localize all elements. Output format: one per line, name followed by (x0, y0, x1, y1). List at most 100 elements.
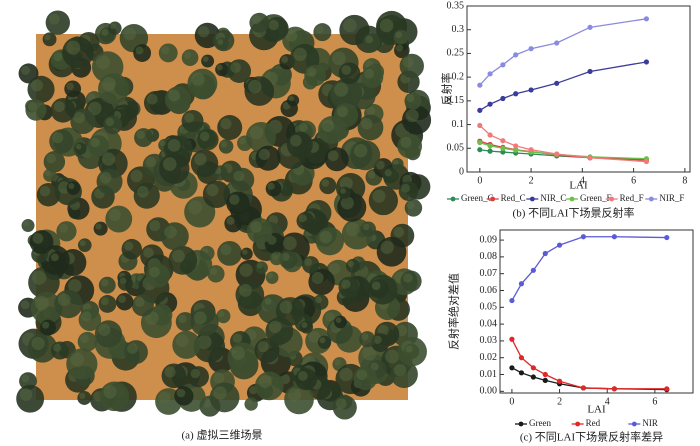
x-tick-label: 2 (529, 175, 534, 186)
tree-highlight (130, 169, 143, 183)
data-point (530, 365, 536, 371)
tree-highlight (395, 44, 404, 52)
tree-highlight (20, 300, 30, 310)
tree-highlight (335, 317, 342, 323)
tree-highlight (298, 214, 307, 223)
tree-highlight (406, 201, 415, 210)
tree-highlight (171, 249, 185, 263)
tree-highlight (285, 29, 298, 42)
data-point (518, 355, 525, 361)
tree-highlight (101, 28, 109, 36)
tree-highlight (249, 125, 264, 140)
tree-highlight (168, 89, 180, 102)
data-point (554, 40, 560, 46)
tree-highlight (233, 170, 245, 182)
tree-highlight (118, 295, 126, 304)
data-point (500, 145, 506, 151)
tree-highlight (372, 189, 386, 203)
y-tick-label: 0.05 (447, 143, 465, 154)
tree-highlight (406, 94, 415, 103)
tree-highlight (324, 312, 335, 322)
tree-highlight (79, 392, 86, 400)
tree-highlight (167, 138, 181, 152)
y-tick-label: 0.09 (480, 234, 498, 245)
data-point (542, 250, 548, 257)
tree-highlight (101, 77, 116, 92)
legend-label: Green_F (580, 193, 612, 203)
tree-highlight (339, 176, 353, 190)
tree-highlight (400, 136, 412, 148)
tree-highlight (73, 112, 85, 124)
y-tick-label: 0.35 (447, 0, 465, 11)
tree-highlight (308, 331, 321, 343)
tree-highlight (360, 117, 373, 130)
tree-highlight (100, 297, 109, 306)
x-axis-label: LAI (587, 404, 606, 416)
data-point (587, 68, 593, 75)
y-axis-label: 反射率 (440, 73, 454, 106)
tree-highlight (385, 349, 400, 364)
tree-highlight (238, 137, 246, 145)
data-point (509, 365, 515, 371)
tree-highlight (136, 130, 145, 140)
tree-highlight (213, 372, 225, 384)
tree-highlight (340, 196, 354, 210)
legend-marker (575, 421, 581, 427)
tree-highlight (44, 34, 51, 41)
x-tick-label: 4 (605, 396, 610, 407)
tree-highlight (162, 157, 177, 171)
tree-highlight (362, 223, 370, 231)
tree-highlight (405, 109, 419, 123)
tree-highlight (393, 226, 405, 238)
tree-highlight (334, 358, 341, 366)
data-point (509, 336, 515, 342)
tree-highlight (220, 140, 228, 148)
tree-highlight (32, 233, 44, 244)
tree-highlight (100, 278, 109, 287)
data-point (513, 52, 519, 58)
tree-highlight (297, 370, 308, 381)
tree-highlight (379, 18, 394, 33)
data-point (611, 234, 617, 240)
tree-highlight (105, 117, 115, 127)
tree-highlight (23, 220, 30, 227)
legend-label: Red_F (620, 193, 644, 203)
tree-highlight (98, 323, 111, 336)
tree-highlight (230, 62, 241, 73)
tree-highlight (28, 102, 38, 112)
y-tick-label: 0.00 (480, 386, 498, 397)
data-point (587, 24, 593, 30)
legend-marker (648, 196, 654, 202)
tree-highlight (366, 106, 376, 116)
tree-highlight (108, 208, 121, 222)
tree-highlight (68, 279, 82, 293)
y-tick-label: 0.04 (480, 318, 498, 329)
series-line (479, 61, 647, 111)
tree-highlight (178, 314, 187, 324)
legend-marker (450, 196, 456, 202)
legend-label: Green_C (461, 193, 494, 203)
tree-highlight (34, 296, 50, 311)
tree-highlight (149, 266, 160, 278)
data-point (580, 234, 586, 240)
legend-label: Red_C (501, 193, 526, 203)
tree-highlight (365, 35, 374, 44)
tree-highlight (364, 68, 375, 79)
series-line (479, 18, 647, 86)
data-point (513, 143, 519, 149)
data-point (554, 151, 560, 157)
data-point (643, 158, 650, 165)
tree-highlight (339, 367, 353, 382)
y-axis-label: 反射率绝对差值 (447, 273, 461, 350)
tree-highlight (290, 134, 302, 147)
tree-highlight (367, 171, 376, 179)
tree-highlight (19, 388, 33, 401)
legend-marker (490, 196, 496, 202)
tree-highlight (68, 183, 75, 190)
tree-highlight (42, 321, 50, 329)
legend-label: NIR_C (540, 193, 566, 203)
tree-highlight (403, 273, 413, 283)
tree-highlight (53, 51, 63, 62)
legend-label: Red (586, 418, 601, 428)
tree-highlight (95, 223, 102, 230)
